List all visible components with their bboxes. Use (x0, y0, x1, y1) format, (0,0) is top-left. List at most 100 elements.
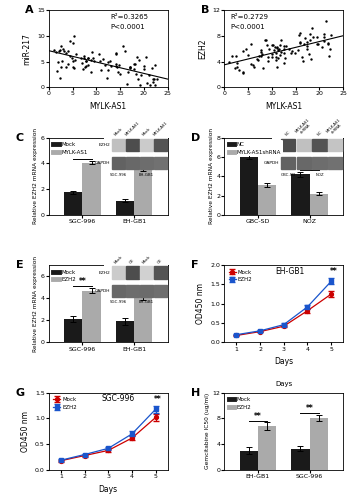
Text: B: B (201, 6, 209, 16)
Point (154, 76, 160, 84)
Point (326, 52, 332, 60)
Point (265, 52, 271, 60)
Point (276, 54, 281, 62)
Bar (309, 418, 328, 470)
Point (89, 48, 95, 56)
Point (85, 54, 91, 62)
Point (78, 54, 84, 62)
Point (265, 42, 270, 50)
Point (282, 54, 288, 62)
Point (59, 42, 64, 50)
Bar (240, 157, 258, 215)
Point (125, 80, 130, 88)
Text: G: G (16, 388, 25, 398)
Point (152, 75, 157, 83)
Point (57, 74, 63, 82)
Point (314, 34, 320, 42)
X-axis label: Days: Days (274, 357, 293, 366)
Point (122, 48, 128, 56)
Point (274, 48, 279, 56)
Text: P<0.0001: P<0.0001 (230, 24, 265, 30)
Legend: Mock, EZH2: Mock, EZH2 (52, 396, 79, 411)
Point (108, 62, 114, 70)
Point (327, 46, 332, 54)
Point (127, 63, 133, 71)
X-axis label: MYLK-AS1: MYLK-AS1 (90, 102, 127, 111)
Bar (83, 290, 101, 343)
Point (150, 78, 156, 86)
Text: **: ** (130, 280, 138, 289)
Point (259, 50, 265, 58)
Point (150, 76, 155, 84)
Point (286, 45, 292, 53)
Bar (258, 426, 276, 470)
Point (152, 80, 158, 88)
Point (304, 42, 309, 50)
Point (80, 64, 86, 72)
Point (113, 60, 118, 68)
Legend: Mock, MYLK-AS1: Mock, MYLK-AS1 (52, 140, 89, 156)
Point (321, 37, 327, 45)
Point (85, 54, 90, 62)
Point (135, 76, 141, 84)
Point (314, 40, 320, 48)
Point (105, 74, 110, 82)
X-axis label: MYLK-AS1: MYLK-AS1 (265, 102, 302, 111)
Bar (291, 448, 309, 470)
Text: **: ** (254, 412, 262, 421)
Bar (134, 296, 152, 343)
Point (234, 62, 239, 70)
Point (79, 60, 85, 68)
Point (57, 46, 63, 54)
Text: *: * (308, 160, 312, 170)
Point (83, 58, 89, 66)
Bar (116, 200, 134, 215)
Point (281, 59, 287, 67)
Point (271, 41, 276, 49)
Point (271, 46, 277, 54)
Point (138, 70, 144, 78)
Point (244, 46, 249, 54)
Point (147, 80, 153, 88)
Point (270, 54, 275, 62)
Point (115, 68, 120, 76)
Point (266, 46, 272, 54)
Point (113, 48, 119, 56)
Bar (116, 322, 134, 342)
Point (88, 56, 94, 64)
Point (263, 36, 269, 44)
Point (321, 30, 327, 38)
Bar (83, 162, 101, 215)
Bar (309, 194, 328, 215)
Bar (134, 168, 152, 215)
Point (83, 57, 88, 65)
Point (281, 50, 287, 58)
Point (125, 68, 131, 76)
Point (260, 64, 266, 72)
Point (53, 48, 59, 56)
Point (70, 57, 76, 65)
Point (69, 54, 74, 62)
Legend: Mock, EZH2: Mock, EZH2 (52, 268, 78, 284)
Text: A: A (25, 6, 34, 16)
Point (72, 56, 77, 64)
Point (96, 50, 101, 58)
Point (91, 56, 97, 64)
Point (65, 46, 71, 54)
Point (293, 48, 298, 56)
Text: **: ** (254, 144, 262, 153)
Point (51, 46, 57, 54)
Point (308, 30, 313, 38)
Point (281, 46, 287, 54)
Point (64, 48, 69, 56)
Point (304, 38, 309, 46)
Point (131, 64, 137, 72)
Point (144, 52, 149, 60)
Point (236, 66, 241, 74)
Point (259, 48, 264, 56)
Point (281, 42, 287, 50)
Point (297, 30, 303, 38)
Point (323, 17, 329, 25)
Point (226, 58, 232, 66)
Point (295, 46, 301, 54)
